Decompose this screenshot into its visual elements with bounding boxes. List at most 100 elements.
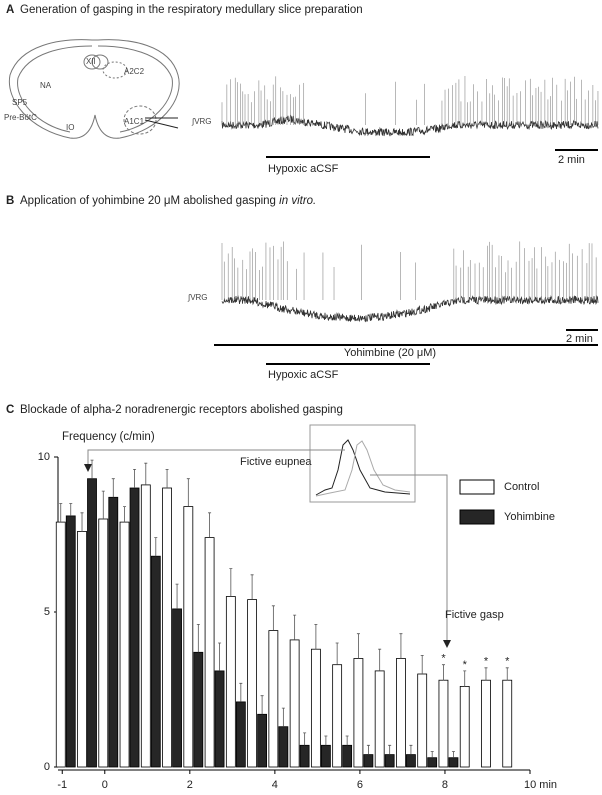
trace <box>221 76 599 137</box>
annotation: Fictive eupnea <box>240 456 312 468</box>
error-bar <box>144 462 148 485</box>
significance-mark: * <box>505 656 510 668</box>
bar <box>459 686 470 768</box>
bar <box>55 521 66 768</box>
error-bar <box>239 682 243 702</box>
significance-mark: * <box>484 656 489 668</box>
error-bar <box>441 664 445 681</box>
trace-label: ∫VRG <box>187 293 208 302</box>
slice-label: A1C1 <box>124 117 145 126</box>
error-bar <box>250 574 254 600</box>
bar <box>406 754 416 768</box>
slice-diagram <box>8 39 180 139</box>
bar-chart: 0 5 10 -1 0 2 4 6 8 10 min * * * * Control Yohimbine <box>38 451 557 791</box>
trace-baseline <box>221 114 599 137</box>
bar <box>172 608 182 768</box>
inset-trace <box>315 439 411 496</box>
bar <box>448 757 459 768</box>
title-part: in vitro. <box>279 195 316 207</box>
error-bar <box>484 667 488 681</box>
inset-trace <box>315 440 411 497</box>
x-tick-label: 10 min <box>524 779 557 791</box>
significance-mark: * <box>463 659 468 671</box>
y-tick-label: 10 <box>38 451 50 463</box>
bar <box>77 531 87 768</box>
error-bar <box>133 469 137 488</box>
error-bar <box>293 614 297 640</box>
significance-mark: * <box>441 653 446 665</box>
bar <box>65 515 76 768</box>
y-axis-label: Frequency (c/min) <box>62 431 155 443</box>
bar <box>108 496 119 768</box>
bar <box>247 599 258 768</box>
bar <box>183 506 194 768</box>
trace <box>221 241 599 323</box>
bar <box>204 537 215 768</box>
condition-label: Hypoxic aCSF <box>268 369 339 381</box>
bar <box>320 744 331 768</box>
error-bar <box>420 655 424 674</box>
error-bar <box>90 459 94 479</box>
scale-label: 2 min <box>558 154 585 166</box>
bar <box>119 521 130 768</box>
bar <box>299 744 310 768</box>
bar <box>396 658 406 768</box>
title-part: Application of yohimbine 20 μM abolished… <box>20 195 276 207</box>
error-bar <box>314 624 318 650</box>
x-tick-label: 0 <box>102 779 108 791</box>
error-bar <box>123 506 127 523</box>
bar <box>98 518 109 768</box>
annotation: Fictive gasp <box>445 609 504 621</box>
slice-label: SP5 <box>12 98 28 107</box>
panel-letter: A <box>6 4 14 16</box>
error-bar <box>281 707 285 727</box>
bar <box>214 670 225 768</box>
error-bar <box>186 478 190 507</box>
error-bar <box>229 568 233 597</box>
error-bar <box>165 469 169 488</box>
bar <box>225 596 236 768</box>
panel-letter: C <box>6 404 14 416</box>
scale-label: 2 min <box>566 333 593 345</box>
error-bar <box>154 537 158 557</box>
error-bar <box>430 751 434 758</box>
condition-label: Hypoxic aCSF <box>268 163 339 175</box>
error-bar <box>505 667 509 681</box>
bar <box>268 630 279 768</box>
bar <box>417 673 428 768</box>
x-tick-label: -1 <box>57 779 67 791</box>
slice-label: NA <box>40 81 52 90</box>
bar <box>257 713 268 768</box>
y-tick-label: 0 <box>44 761 50 773</box>
bar <box>502 679 513 768</box>
bar <box>150 555 161 768</box>
error-bar <box>409 744 413 755</box>
error-bar <box>69 503 73 516</box>
x-tick-label: 6 <box>357 779 363 791</box>
y-tick-label: 5 <box>44 606 50 618</box>
pointer-line <box>87 449 345 466</box>
error-bar <box>399 633 403 659</box>
bar <box>384 754 395 768</box>
bar <box>481 679 491 768</box>
error-bar <box>196 624 200 653</box>
slice-label: XII <box>86 57 96 66</box>
error-bar <box>366 744 370 755</box>
bar <box>427 757 438 768</box>
bar <box>374 670 385 768</box>
bar <box>235 701 246 768</box>
error-bar <box>260 695 264 715</box>
error-bar <box>463 670 467 687</box>
chart-title: Blockade of alpha-2 noradrenergic recept… <box>20 404 343 416</box>
bar <box>310 648 321 768</box>
slice-label: Pre-BötC <box>4 113 37 122</box>
x-tick-label: 8 <box>442 779 448 791</box>
error-bar <box>378 648 382 671</box>
trace-label: ∫VRG <box>191 117 212 126</box>
bar <box>278 726 289 768</box>
panel-title: Generation of gasping in the respiratory… <box>20 4 363 16</box>
inset-box <box>309 424 416 503</box>
pointer-arrow <box>443 640 451 648</box>
error-bar <box>218 642 222 671</box>
error-bar <box>175 583 179 609</box>
